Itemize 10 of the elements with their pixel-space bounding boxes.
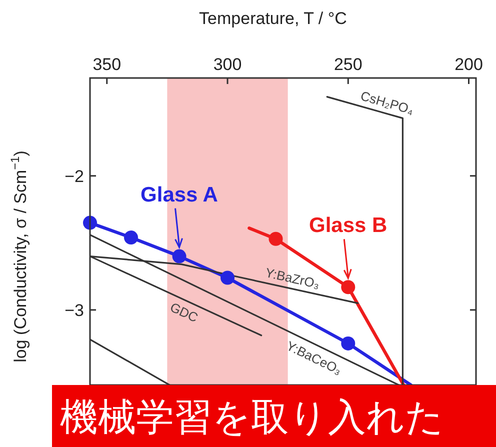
text: 機械学習を取り入れた: [60, 397, 444, 439]
annotation: GDC: [168, 299, 200, 326]
x-tick-label: 200: [454, 55, 483, 74]
y-tick-label: −2: [64, 166, 84, 186]
x-tick-label: 250: [334, 55, 362, 74]
x-tick-label: 300: [213, 55, 242, 74]
y-tick-label: −3: [64, 300, 84, 320]
x-tick-label: 350: [92, 55, 122, 74]
annotation: Y:BaZrO₃: [264, 264, 322, 292]
x-axis-title: Temperature, T / °C: [199, 9, 347, 28]
